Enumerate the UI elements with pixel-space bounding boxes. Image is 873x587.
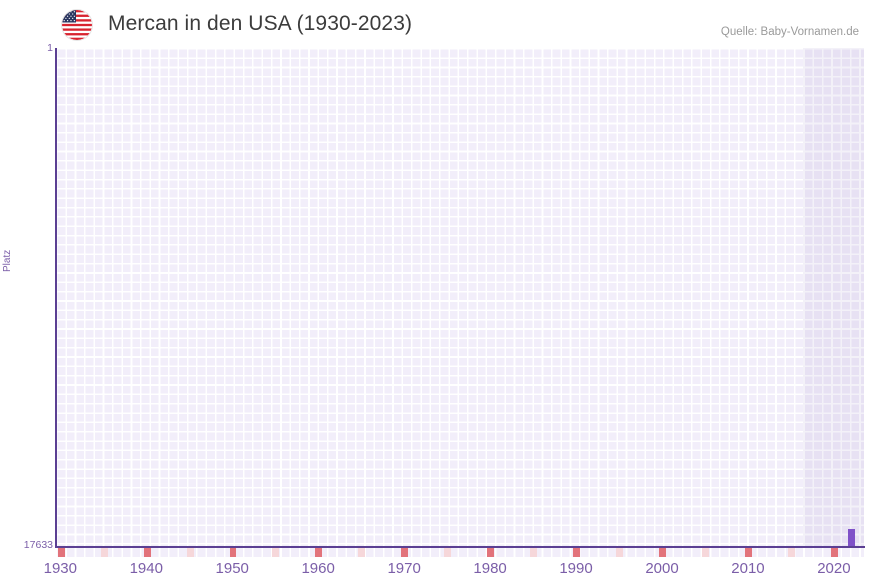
- x-axis-tick-strip: [56, 548, 864, 557]
- y-axis-title: Platz: [2, 249, 13, 272]
- y-axis-tick-bottom: 17633: [23, 539, 53, 551]
- x-tick-mark-1945: [186, 548, 194, 557]
- source-attribution: Quelle: Baby-Vornamen.de: [720, 26, 859, 38]
- x-tick-mark-2020: [831, 548, 839, 557]
- x-axis-tick-1930: 1930: [43, 560, 77, 577]
- bar-2022: [847, 529, 855, 547]
- x-axis-tick-1990: 1990: [559, 560, 593, 577]
- x-axis-tick-1960: 1960: [301, 560, 335, 577]
- chart-header: Mercan in den USA (1930-2023) Quelle: Ba…: [0, 0, 873, 48]
- x-tick-mark-1960: [315, 548, 323, 557]
- plot-area: [56, 48, 864, 547]
- x-tick-mark-1975: [444, 548, 452, 557]
- usa-flag-icon: [62, 10, 92, 40]
- x-tick-mark-1970: [401, 548, 409, 557]
- x-tick-mark-1940: [143, 548, 151, 557]
- x-axis-tick-1980: 1980: [473, 560, 507, 577]
- x-tick-mark-1990: [573, 548, 581, 557]
- x-tick-mark-1930: [57, 548, 65, 557]
- x-tick-mark-1995: [616, 548, 624, 557]
- x-tick-mark-1985: [530, 548, 538, 557]
- x-tick-mark-1980: [487, 548, 495, 557]
- x-tick-mark-1935: [100, 548, 108, 557]
- x-axis-tick-1950: 1950: [215, 560, 249, 577]
- x-tick-mark-2010: [745, 548, 753, 557]
- y-axis-line: [55, 48, 57, 547]
- y-axis-tick-top: 1: [47, 42, 53, 54]
- x-tick-mark-2015: [788, 548, 796, 557]
- x-tick-mark-2005: [702, 548, 710, 557]
- bar-series-layer: [56, 48, 864, 547]
- x-axis-tick-2020: 2020: [817, 560, 851, 577]
- x-tick-mark-2000: [659, 548, 667, 557]
- x-axis-tick-2010: 2010: [731, 560, 765, 577]
- x-tick-mark-1950: [229, 548, 237, 557]
- x-tick-mark-1965: [358, 548, 366, 557]
- x-tick-mark-1955: [272, 548, 280, 557]
- page-title: Mercan in den USA (1930-2023): [108, 12, 413, 35]
- x-axis-tick-1970: 1970: [387, 560, 421, 577]
- x-axis-tick-1940: 1940: [129, 560, 163, 577]
- x-axis-tick-2000: 2000: [645, 560, 679, 577]
- x-axis-line: [55, 546, 865, 548]
